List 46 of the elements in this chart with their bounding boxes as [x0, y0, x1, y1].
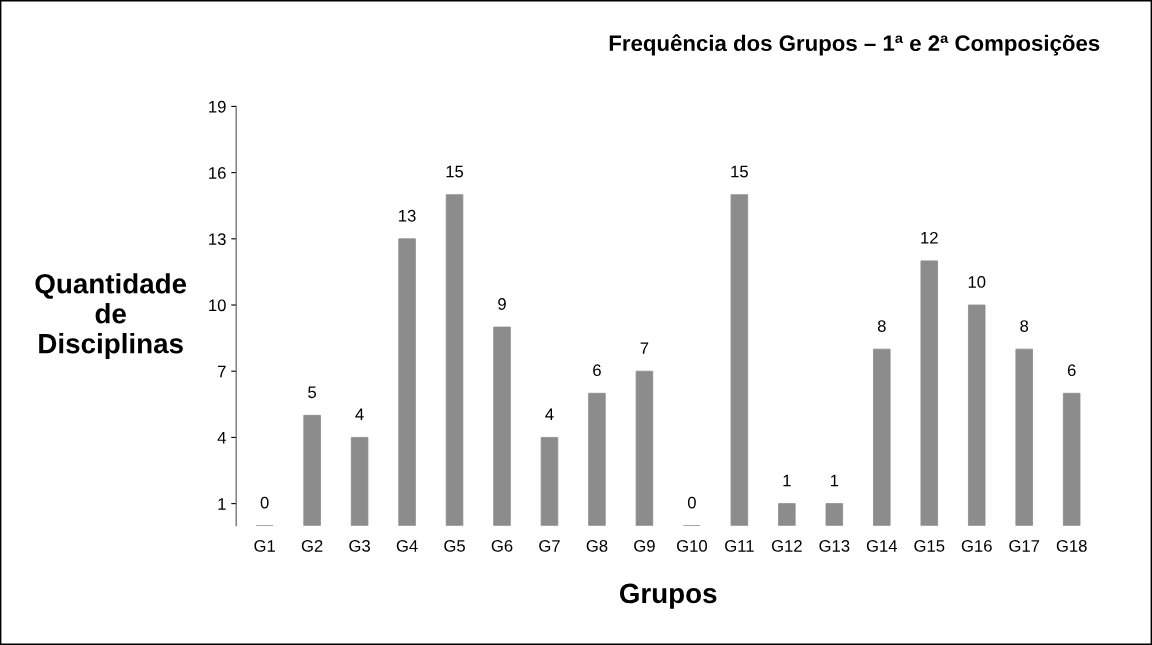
x-tick-label: G10	[676, 540, 707, 552]
x-tick-label: G15	[914, 540, 945, 552]
data-label: 4	[545, 408, 554, 421]
x-tick-label: G1	[254, 540, 275, 552]
x-tick-label: G12	[771, 540, 802, 552]
data-label: 6	[593, 364, 601, 377]
x-tick-label: G5	[444, 540, 465, 552]
y-tick-label: 7	[218, 365, 226, 378]
data-label: 5	[308, 386, 317, 399]
data-label: 8	[877, 320, 886, 332]
data-label: 1	[830, 474, 839, 487]
data-label: 7	[640, 342, 649, 354]
y-axis-title: Quantidade de Disciplinas	[35, 273, 187, 359]
x-tick-label: G11	[725, 540, 754, 552]
y-tick-label: 13	[209, 233, 226, 246]
data-label: 13	[399, 209, 416, 222]
x-tick-label: G14	[866, 540, 898, 552]
data-label: 9	[498, 298, 506, 310]
x-tick-label: G8	[586, 540, 608, 552]
y-tick-label: 10	[209, 299, 226, 312]
x-tick-label: G3	[349, 540, 370, 552]
chart-title: Frequência dos Grupos – 1ª e 2ª Composições	[609, 34, 1100, 56]
data-label: 10	[968, 276, 986, 288]
data-label: 12	[921, 231, 938, 244]
x-tick-label: G9	[634, 540, 655, 552]
x-axis-title: Grupos	[619, 583, 717, 609]
x-tick-label: G6	[491, 540, 513, 552]
data-label: 1	[783, 474, 791, 487]
y-tick-label: 4	[217, 431, 226, 444]
x-tick-label: G17	[1009, 540, 1040, 552]
x-tick-label: G16	[961, 540, 992, 552]
data-label: 4	[355, 408, 364, 421]
x-tick-label: G18	[1056, 540, 1087, 552]
data-label: 0	[687, 496, 696, 509]
x-tick-label: G13	[819, 540, 850, 552]
data-label: 0	[260, 496, 269, 509]
y-tick-label: 19	[209, 100, 226, 113]
data-label: 6	[1067, 364, 1076, 377]
data-label: 15	[731, 165, 748, 178]
y-tick-label: 1	[218, 498, 226, 510]
data-label: 15	[446, 165, 464, 178]
data-label: 8	[1020, 320, 1029, 332]
y-tick-label: 16	[209, 167, 226, 179]
x-tick-label: G4	[396, 540, 418, 552]
x-tick-label: G2	[301, 540, 323, 552]
x-tick-label: G7	[539, 540, 560, 552]
